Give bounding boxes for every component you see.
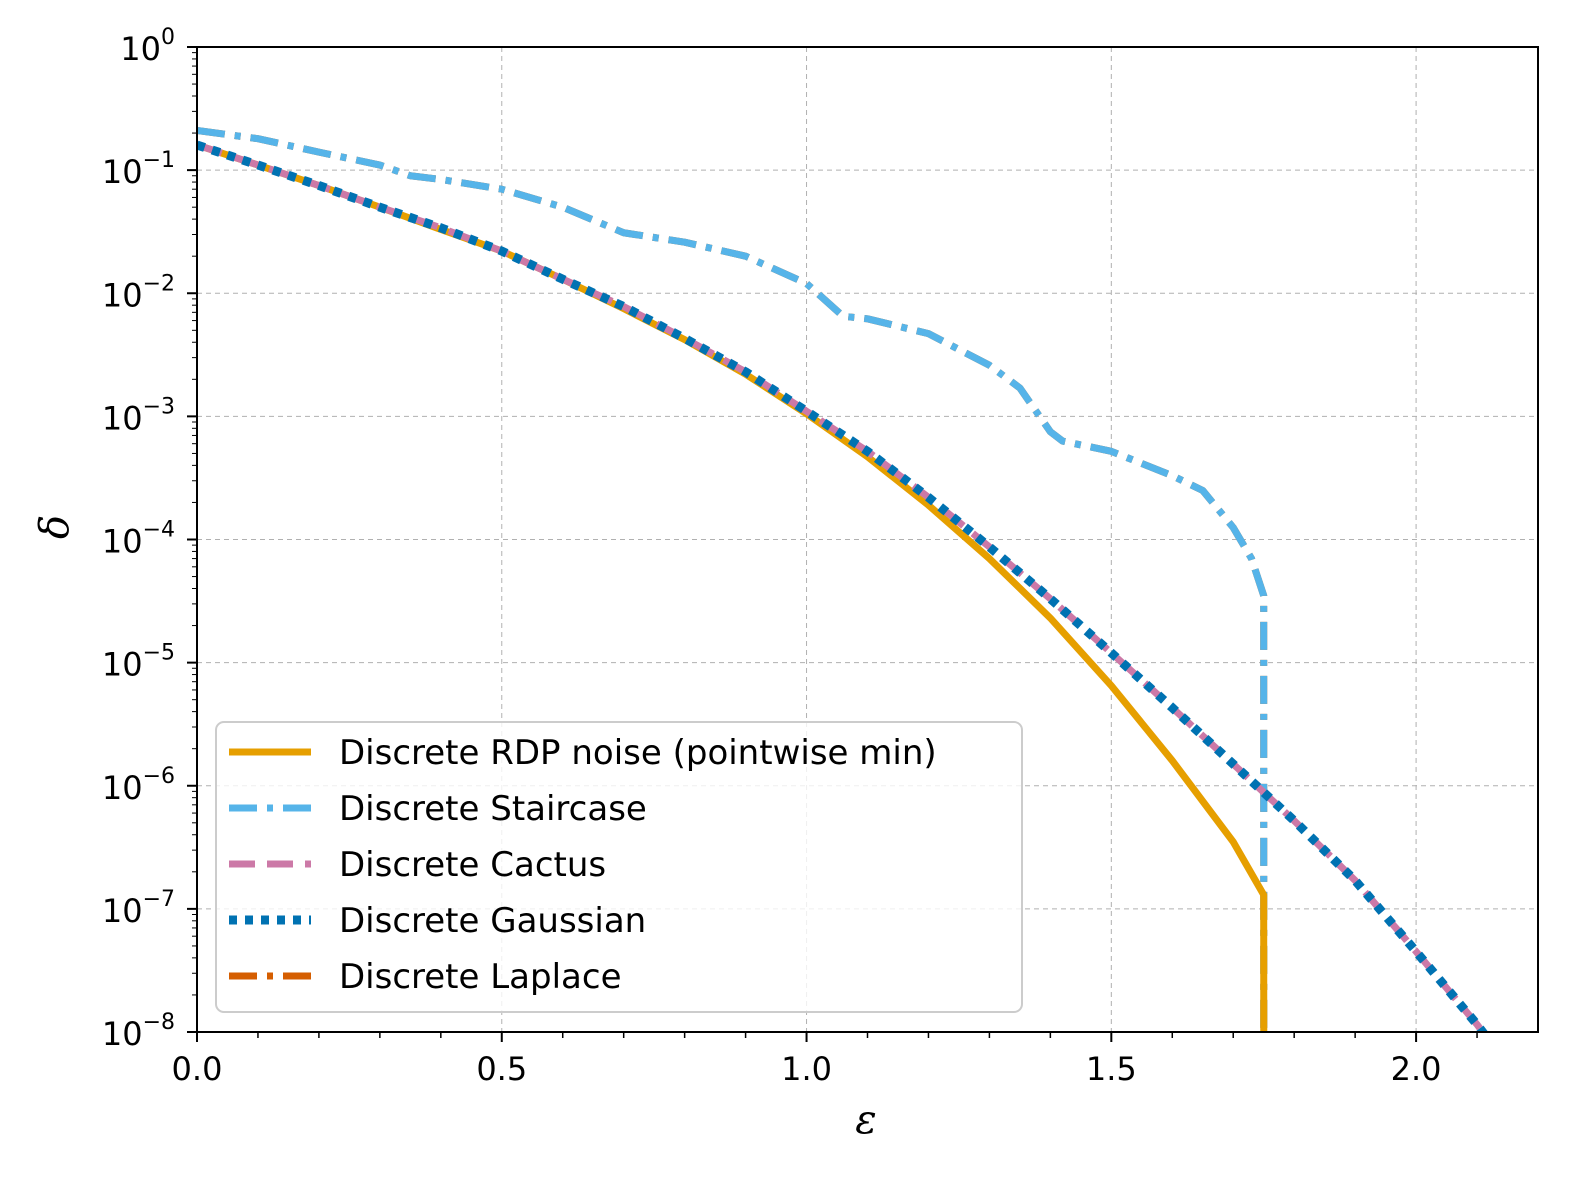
series-layer (197, 126, 1489, 1032)
y-tick-exponent: −8 (143, 1010, 175, 1035)
y-tick-label: 10−3 (102, 394, 175, 437)
y-tick-base: 10 (102, 769, 143, 807)
legend-label: Discrete Cactus (339, 845, 606, 885)
series-line-1 (197, 126, 1268, 1032)
y-tick-exponent: −7 (143, 887, 175, 912)
y-tick-label: 10−2 (102, 271, 175, 314)
y-tick-exponent: −5 (143, 641, 175, 666)
y-tick-label: 10−8 (102, 1010, 175, 1053)
y-tick-base: 10 (102, 1015, 143, 1053)
legend-label: Discrete RDP noise (pointwise min) (339, 733, 937, 773)
y-tick-label: 10−4 (102, 518, 175, 561)
x-axis-label: ε (855, 1097, 876, 1143)
y-tick-label: 100 (120, 25, 175, 68)
legend-label: Discrete Staircase (339, 789, 647, 829)
x-tick-label: 2.0 (1391, 1050, 1442, 1088)
x-axis: 0.0 0.5 1.0 1.5 2.0 (172, 1032, 1442, 1088)
x-tick-label: 0.0 (172, 1050, 223, 1088)
y-tick-exponent: −4 (143, 518, 175, 543)
legend: Discrete RDP noise (pointwise min) Discre… (215, 721, 1023, 1013)
legend-label: Discrete Laplace (339, 957, 622, 997)
y-tick-base: 10 (102, 153, 143, 191)
series-line-3 (197, 140, 1489, 1032)
y-tick-base: 10 (102, 646, 143, 684)
y-tick-base: 10 (102, 523, 143, 561)
y-tick-exponent: −3 (143, 394, 175, 419)
legend-items: Discrete RDP noise (pointwise min) Discre… (229, 733, 937, 997)
x-tick-label: 1.5 (1086, 1050, 1137, 1088)
y-tick-label: 10−7 (102, 887, 175, 930)
x-tick-label: 1.0 (781, 1050, 832, 1088)
legend-label: Discrete Gaussian (339, 901, 646, 941)
y-tick-exponent: −6 (143, 764, 175, 789)
y-tick-exponent: −1 (143, 148, 175, 173)
y-axis-label: δ (32, 515, 78, 539)
x-tick-label: 0.5 (476, 1050, 527, 1088)
y-tick-exponent: −2 (143, 271, 175, 296)
y-tick-base: 10 (102, 276, 143, 314)
y-tick-label: 10−1 (102, 148, 175, 191)
y-tick-label: 10−5 (102, 641, 175, 684)
y-tick-exponent: 0 (161, 25, 175, 50)
y-tick-base: 10 (120, 30, 161, 68)
legend-box (215, 721, 1023, 1013)
y-tick-base: 10 (102, 399, 143, 437)
y-tick-base: 10 (102, 892, 143, 930)
y-tick-label: 10−6 (102, 764, 175, 807)
